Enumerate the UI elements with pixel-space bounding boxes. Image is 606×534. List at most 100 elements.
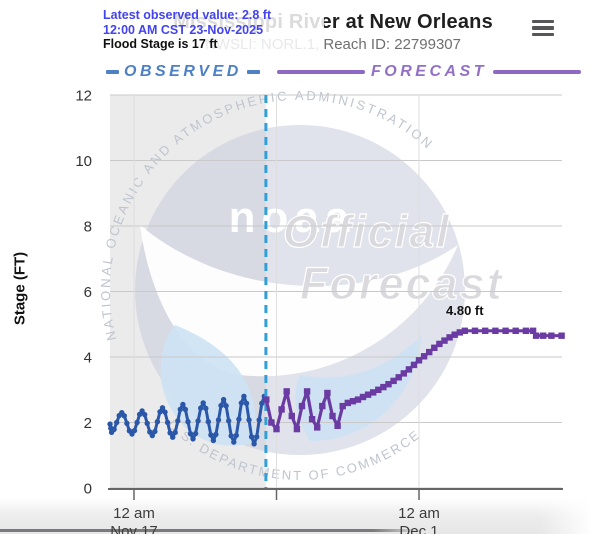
observed-data-point [164, 419, 171, 426]
forecast-line-icon [493, 69, 581, 75]
x-tick-label: 12 am [398, 505, 440, 522]
forecast-data-point [492, 327, 499, 334]
observed-data-point [190, 436, 196, 442]
observed-data-point [248, 434, 255, 440]
observed-data-point [213, 431, 219, 438]
crest-annotation: 4.80 ft [446, 303, 484, 318]
forecast-data-point [436, 340, 443, 348]
forecast-data-point [395, 374, 402, 381]
observed-data-point [238, 400, 245, 406]
observed-data-point [177, 406, 183, 412]
forecast-data-point [283, 388, 290, 395]
forecast-data-point [263, 396, 270, 403]
forecast-data-point [288, 412, 295, 420]
observed-data-point [142, 411, 148, 418]
bottom-gradient-band [0, 497, 606, 534]
watermark-noaa-text: noaa [229, 193, 356, 242]
observed-data-point [182, 406, 189, 413]
y-tick-label: 4 [84, 350, 92, 367]
observed-data-point [233, 432, 239, 439]
legend-observed-label: OBSERVED [124, 63, 242, 80]
observed-data-point [241, 393, 247, 399]
forecast-data-point [278, 406, 285, 413]
forecast-data-point [420, 353, 428, 360]
forecast-data-point [303, 388, 311, 395]
x-tick-label: Dec 1 [399, 523, 438, 534]
observed-data-point [159, 405, 166, 411]
y-tick-label: 6 [84, 284, 92, 301]
forecast-data-point [364, 391, 372, 398]
observed-data-point [167, 430, 173, 436]
observed-data-point [246, 417, 252, 423]
observed-dash-icon [246, 70, 260, 74]
forecast-data-point [482, 327, 489, 334]
bottom-divider-line [0, 529, 424, 532]
forecast-data-point [410, 361, 418, 369]
observed-data-point [172, 429, 178, 436]
y-tick-label: 2 [84, 415, 92, 432]
forecast-data-point [400, 370, 407, 377]
observed-data-point [192, 430, 199, 437]
forecast-data-point [268, 419, 275, 426]
forecast-data-point [273, 425, 280, 433]
observed-data-point [175, 418, 181, 424]
observed-data-point [131, 427, 138, 434]
forecast-data-point [405, 366, 413, 373]
latest-observed-tooltip: Latest observed value: 2.8 ft 12:00 AM C… [98, 5, 324, 52]
forecast-line-icon [277, 69, 365, 75]
tooltip-latest-value: Latest observed value: 2.8 ft [103, 8, 272, 22]
forecast-data-point [431, 344, 438, 351]
observed-data-point [203, 405, 209, 412]
forecast-data-point [512, 327, 519, 334]
forecast-data-point [344, 399, 351, 407]
observed-data-point [185, 419, 191, 425]
observed-data-point [218, 402, 224, 409]
forecast-data-point [298, 402, 306, 410]
observed-data-point [107, 421, 113, 427]
legend-forecast[interactable]: FORECAST [277, 61, 581, 83]
y-tick-label: 10 [75, 153, 92, 170]
forecast-data-point [502, 327, 509, 334]
forecast-data-point [359, 393, 367, 401]
observed-data-point [154, 419, 161, 425]
observed-data-point [210, 437, 217, 444]
legend-forecast-label: FORECAST [371, 63, 487, 80]
legend-observed[interactable]: OBSERVED [106, 61, 260, 83]
forecast-data-point [532, 332, 540, 339]
observed-data-point [243, 400, 250, 406]
hamburger-icon [532, 19, 554, 24]
forecast-data-point [370, 389, 377, 396]
hamburger-icon [532, 26, 554, 30]
forecast-data-point [324, 389, 331, 397]
observed-data-point [134, 419, 140, 426]
bottom-gradient-fade [540, 497, 606, 534]
forecast-data-point [349, 398, 357, 405]
observed-data-point [180, 401, 186, 408]
watermark-overlay-text-1: Official [283, 206, 451, 257]
observed-data-point [149, 432, 155, 439]
chart-menu-button[interactable] [532, 16, 558, 40]
observed-data-point [226, 418, 232, 424]
observed-data-point [256, 417, 262, 423]
observed-data-point [124, 420, 130, 426]
forecast-data-point [461, 327, 468, 334]
forecast-data-point [446, 334, 453, 341]
tooltip-timestamp: 12:00 AM CST 23-Nov-2025 [103, 22, 264, 37]
observed-dash-icon [106, 70, 119, 74]
y-tick-label: 0 [84, 481, 92, 498]
observed-data-point [121, 413, 128, 419]
forecast-data-point [308, 416, 316, 423]
forecast-data-point [540, 332, 547, 339]
forecast-data-point [441, 337, 448, 344]
forecast-data-point [354, 396, 362, 403]
observed-data-point [223, 403, 229, 409]
forecast-data-point [558, 332, 565, 339]
observed-data-point [200, 400, 206, 406]
forecast-data-point [548, 332, 555, 339]
forecast-data-point [471, 327, 479, 334]
observed-data-point [254, 434, 260, 440]
forecast-data-point [451, 331, 458, 338]
